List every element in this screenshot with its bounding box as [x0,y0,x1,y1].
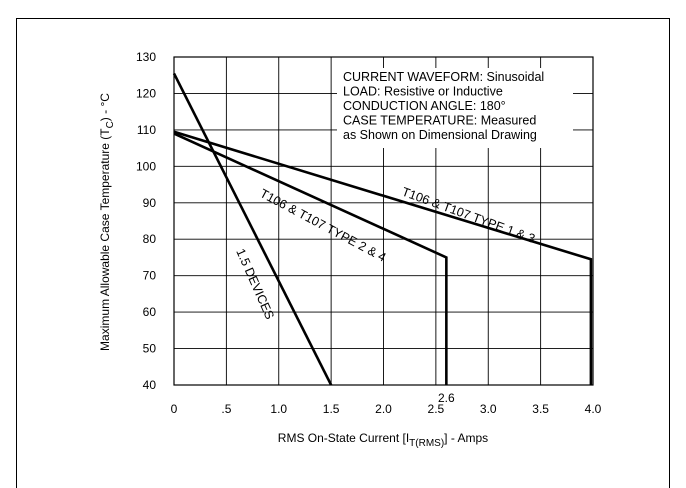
x-axis-label: RMS On-State Current [IT(RMS)] - Amps [278,431,488,449]
y-tick-label: 50 [143,342,157,356]
annotation-line: LOAD: Resistive or Inductive [343,85,503,99]
x-tick-label: 3.0 [480,402,497,416]
y-tick-label: 100 [136,159,156,173]
label-type-2-4: T106 & T107 TYPE 2 & 4 [258,186,389,264]
series-line-1 [173,132,448,385]
x-tick-labels: 0 .5 1.0 1.5 2.0 2.5 3.0 3.5 4.0 [171,402,602,416]
annotation-line: CASE TEMPERATURE: Measured [343,114,536,128]
x-tick-label: 1.0 [270,402,287,416]
y-tick-labels: 40 50 60 70 80 90 100 110 120 130 [136,50,156,392]
annotation-line: as Shown on Dimensional Drawing [343,128,537,142]
x-tick-label: .5 [221,402,231,416]
series-line-0 [172,72,333,386]
y-tick-label: 80 [143,232,157,246]
x-tick-label: 0 [171,402,178,416]
label-type-1-3: T106 & T107 TYPE 1 & 3 [400,185,537,246]
annotation-box [337,68,573,148]
y-tick-label: 120 [136,86,156,100]
label-1-5-devices: 1.5 DEVICES [233,247,277,322]
y-axis-label: Maximum Allowable Case Temperature (TC) … [98,93,116,351]
y-tick-label: 110 [137,123,156,137]
x-tick-label: 4.0 [585,402,602,416]
y-tick-label: 60 [143,305,157,319]
extra-x-label: 2.6 [438,391,455,405]
chart-frame [16,18,670,488]
x-tick-label: 1.5 [323,402,340,416]
y-tick-label: 40 [143,378,157,392]
y-tick-label: 70 [143,269,157,283]
series-lines [172,72,593,386]
x-tick-label: 3.5 [532,402,549,416]
annotation-line: CURRENT WAVEFORM: Sinusoidal [343,70,544,84]
y-tick-label: 90 [143,196,157,210]
y-tick-label: 130 [136,50,156,64]
annotation-line: CONDUCTION ANGLE: 180° [343,99,506,113]
plot-border [173,56,594,386]
series-line-2 [173,130,593,385]
x-tick-label: 2.0 [375,402,392,416]
x-tick-label: 2.5 [428,402,445,416]
